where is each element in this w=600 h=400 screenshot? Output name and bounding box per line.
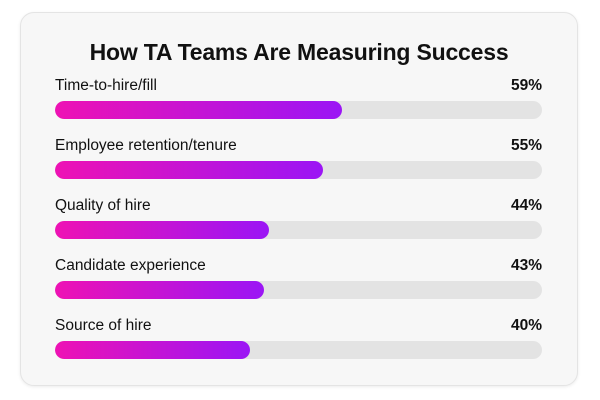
- bar-row: Quality of hire 44%: [55, 195, 542, 255]
- category-label: Time-to-hire/fill: [55, 77, 157, 94]
- bar: [55, 161, 323, 179]
- category-label: Quality of hire: [55, 197, 151, 214]
- bar-list: Time-to-hire/fill 59% Employee retention/t…: [55, 75, 542, 375]
- bar-row: Source of hire 40%: [55, 315, 542, 375]
- bar-track: [55, 101, 542, 119]
- bar-row: Candidate experience 43%: [55, 255, 542, 315]
- category-label: Source of hire: [55, 317, 152, 334]
- bar-track: [55, 341, 542, 359]
- bar: [55, 281, 265, 299]
- value-label: 59%: [510, 77, 542, 94]
- value-label: 44%: [510, 197, 542, 214]
- value-label: 55%: [510, 137, 542, 154]
- bar: [55, 221, 270, 239]
- bar-row: Time-to-hire/fill 59%: [55, 75, 542, 135]
- bar-track: [55, 161, 542, 179]
- bar-row-header: Quality of hire 44%: [55, 195, 542, 221]
- bar-track: [55, 281, 542, 299]
- bar-row-header: Candidate experience 43%: [55, 255, 542, 281]
- value-label: 40%: [510, 317, 542, 334]
- category-label: Employee retention/tenure: [55, 137, 237, 154]
- chart-card: How TA Teams Are Measuring Success Time-…: [20, 12, 578, 386]
- bar-row-header: Source of hire 40%: [55, 315, 542, 341]
- value-label: 43%: [510, 257, 542, 274]
- bar: [55, 101, 343, 119]
- chart-title: How TA Teams Are Measuring Success: [89, 39, 509, 65]
- category-label: Candidate experience: [55, 257, 206, 274]
- bar-row-header: Time-to-hire/fill 59%: [55, 75, 542, 101]
- bar-row-header: Employee retention/tenure 55%: [55, 135, 542, 161]
- bar: [55, 341, 250, 359]
- bar-track: [55, 221, 542, 239]
- bar-row: Employee retention/tenure 55%: [55, 135, 542, 195]
